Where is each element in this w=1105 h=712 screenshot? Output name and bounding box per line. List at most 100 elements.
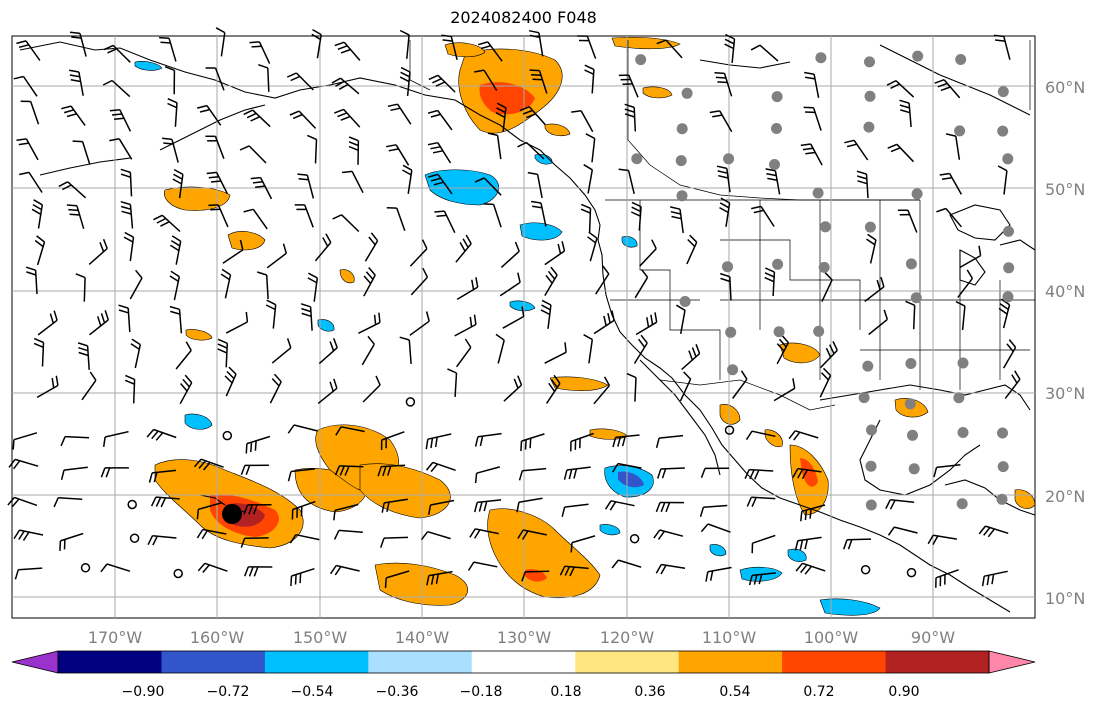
wind-barb <box>561 503 589 517</box>
station-dot <box>771 123 782 134</box>
colorbar-segment <box>885 651 990 673</box>
wind-barb <box>69 31 87 57</box>
wind-barb <box>639 239 657 267</box>
wind-barb <box>885 498 915 510</box>
wind-barb <box>681 344 701 371</box>
station-dot <box>866 424 877 436</box>
wind-barb <box>612 462 642 473</box>
wind-barb <box>653 529 684 540</box>
wind-barb <box>544 342 567 364</box>
wind-barb <box>593 376 611 405</box>
wind-barb <box>100 467 129 478</box>
wind-barb <box>329 564 360 576</box>
wind-barb <box>655 434 684 448</box>
wind-barb <box>318 338 338 365</box>
colorbar-segment <box>575 651 680 673</box>
wind-barb <box>563 466 591 480</box>
wind-barb <box>196 502 222 520</box>
wind-barb <box>334 465 364 476</box>
wind-barb <box>656 467 685 479</box>
calm-circle <box>222 430 233 441</box>
wind-barb <box>146 428 177 441</box>
colorbar-segment <box>264 651 369 673</box>
wind-barb <box>595 265 610 295</box>
wind-barb <box>271 338 292 364</box>
wind-barb <box>60 435 90 447</box>
wind-barb <box>773 378 796 402</box>
wind-barb <box>311 28 322 59</box>
wind-barb <box>172 168 184 199</box>
wind-barb <box>225 311 249 334</box>
wind-barb <box>530 200 547 227</box>
map-title: 2024082400 F048 <box>450 8 597 27</box>
wind-barb <box>75 273 86 302</box>
wind-barb <box>585 133 596 163</box>
wind-barb <box>474 69 498 91</box>
wind-barb <box>291 500 316 520</box>
wind-barb <box>765 168 781 195</box>
wind-barb <box>935 569 959 588</box>
wind-barb <box>454 314 477 337</box>
wind-barb <box>473 499 502 513</box>
wind-barb <box>899 99 912 128</box>
wind-barb <box>88 238 108 265</box>
wind-barb <box>527 171 543 199</box>
wind-barb <box>300 303 313 331</box>
colorbar-segments <box>11 650 1036 674</box>
wind-barb <box>19 171 43 193</box>
wind-barb <box>14 567 43 580</box>
colorbar: −0.90 −0.72 −0.54 −0.36 −0.18 0.18 0.36 … <box>11 650 1036 700</box>
wind-barb <box>959 245 982 269</box>
wind-barb <box>342 170 364 194</box>
colorbar-segment <box>678 651 783 673</box>
wind-barb <box>363 267 376 297</box>
wind-barb <box>179 374 193 405</box>
wind-barb <box>224 366 237 397</box>
lat-label-30: 30°N <box>1045 384 1085 403</box>
lon-label-100w: 100°W <box>804 628 859 647</box>
wind-barb <box>529 69 548 94</box>
wind-barb <box>800 504 826 522</box>
wind-barb <box>428 173 453 195</box>
wind-barb <box>750 44 779 62</box>
wind-barb <box>936 207 962 228</box>
wind-barb <box>593 310 615 335</box>
storm-center-marker <box>222 504 242 524</box>
wind-barb <box>61 105 86 126</box>
wind-barb <box>545 374 561 404</box>
wind-barb <box>147 534 177 546</box>
colorbar-tick: −0.72 <box>207 684 250 700</box>
colorbar-tick: −0.18 <box>460 684 503 700</box>
wind-barb <box>441 34 458 60</box>
wind-barb <box>243 503 272 515</box>
wind-barb <box>266 243 288 269</box>
wind-barb <box>804 71 820 98</box>
wind-barb <box>297 173 315 199</box>
station-dot <box>635 54 647 66</box>
wind-barb <box>402 164 413 195</box>
wind-barb <box>290 567 315 587</box>
lon-label-160w: 160°W <box>190 628 245 647</box>
wind-barb <box>819 367 832 398</box>
wind-barb <box>25 266 38 295</box>
colorbar-tick: 0.36 <box>634 684 665 700</box>
station-dot <box>725 326 737 338</box>
wind-barb <box>719 272 732 301</box>
wind-barb <box>795 562 826 575</box>
wind-barb <box>103 44 131 63</box>
wind-barb <box>477 41 503 62</box>
wind-barb <box>36 375 59 399</box>
wind-barb <box>751 205 775 227</box>
wind-barb <box>474 177 502 196</box>
wind-barb <box>519 106 546 126</box>
colorbar-segment <box>58 651 162 673</box>
station-dot <box>727 364 739 376</box>
station-dot <box>631 153 643 165</box>
wind-barb <box>12 432 38 450</box>
station-dot <box>723 153 735 165</box>
lat-label-10: 10°N <box>1045 589 1085 608</box>
wind-barb <box>399 66 411 96</box>
wind-barb <box>656 39 683 59</box>
wind-barb <box>66 204 85 230</box>
wind-barb <box>998 298 1011 329</box>
